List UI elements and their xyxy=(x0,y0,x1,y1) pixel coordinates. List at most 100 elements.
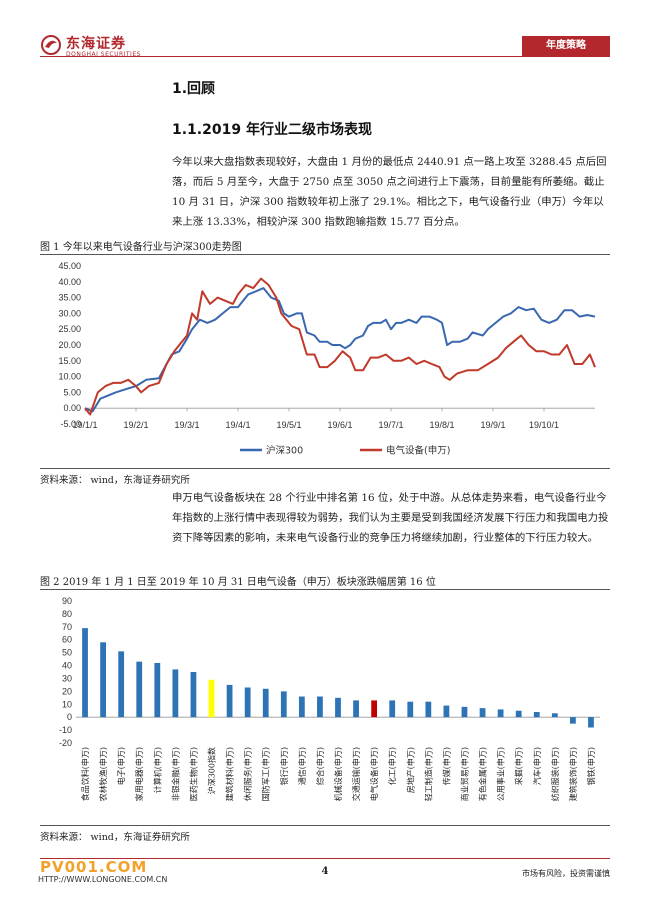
category-label: 机械设备(申万) xyxy=(333,747,343,801)
category-label: 通信(申万) xyxy=(297,747,307,785)
bar xyxy=(533,712,540,718)
y-tick-label: -5.00 xyxy=(60,419,81,429)
logo-mark-icon xyxy=(41,35,61,55)
line-chart-index-trend: -5.00 0.00 5.00 10.00 15.00 20.00 25.00 30.00 35… xyxy=(58,261,596,457)
category-label: 建筑装饰(申万) xyxy=(568,747,578,801)
y-tick-label: 40.00 xyxy=(58,277,81,287)
y-tick-label: 0.00 xyxy=(63,403,81,413)
bar xyxy=(443,705,450,718)
y-tick-label: 20 xyxy=(62,686,72,696)
category-label: 沪深300指数 xyxy=(207,747,217,794)
y-tick-label: 10.00 xyxy=(58,372,81,382)
bar xyxy=(570,717,576,724)
x-tick-label: 19/5/1 xyxy=(276,420,301,430)
bar xyxy=(262,688,269,718)
figure2-title: 图 2 2019 年 1 月 1 日至 2019 年 10 月 31 日电气设备… xyxy=(40,577,436,588)
bar xyxy=(479,708,486,718)
y-tick-label: 25.00 xyxy=(58,324,81,334)
y-tick-label: 70 xyxy=(62,622,72,632)
report-type-tag: 年度策略 xyxy=(522,36,610,56)
y-tick-label: 90 xyxy=(62,596,72,606)
bar xyxy=(353,700,359,718)
category-label: 交通运输(申万) xyxy=(351,747,361,801)
section-heading: 1.回顾 xyxy=(172,81,216,97)
y-tick-label: 30.00 xyxy=(58,308,81,318)
legend-label-0: 沪深300 xyxy=(266,445,303,457)
company-name-en: DONGHAI SECURITIES xyxy=(66,51,141,58)
page-number: 4 xyxy=(321,866,329,877)
category-label: 农林牧渔(申万) xyxy=(98,747,108,801)
category-label: 银行(申万) xyxy=(279,747,289,785)
bar xyxy=(389,700,396,718)
category-label: 钢铁(申万) xyxy=(586,747,596,785)
y-tick-label: 60 xyxy=(62,635,72,645)
y-tick-label: 35.00 xyxy=(58,293,81,303)
category-label: 采掘(申万) xyxy=(514,747,524,785)
bar xyxy=(551,713,558,718)
figure1-title: 图 1 今年以来电气设备行业与沪深300走势图 xyxy=(40,242,242,253)
y-tick-label: 80 xyxy=(62,609,72,619)
bar xyxy=(136,661,143,718)
category-label: 汽车(申万) xyxy=(532,747,542,785)
website-url: HTTP://WWW.LONGONE.COM.CN xyxy=(38,875,168,884)
company-logo: 东海证券 DONGHAI SECURITIES xyxy=(40,32,170,62)
bar xyxy=(371,700,378,718)
bar xyxy=(118,651,125,718)
paragraph-sector-analysis: 申万电气设备板块在 28 个行业中排名第 16 位，处于中游。从总体走势来看，电… xyxy=(172,492,609,544)
series-line-0 xyxy=(84,287,596,413)
figure1-top-rule xyxy=(40,254,610,255)
watermark-text: PV001.COM xyxy=(40,858,148,876)
figure2-source: 资料来源： wind，东海证券研究所 xyxy=(40,832,190,843)
category-label: 医药生物(申万) xyxy=(188,747,198,801)
x-tick-label: 19/4/1 xyxy=(225,420,250,430)
x-tick-label: 19/1/1 xyxy=(72,420,97,430)
bar xyxy=(154,662,161,718)
bar xyxy=(244,687,251,718)
bar-chart-sector-returns: -20 -10 0 10 20 30 40 50 60 70 80 90 食品饮料(申万) 农林牧渔(申万… xyxy=(59,596,600,801)
category-label: 公用事业(申万) xyxy=(496,747,506,801)
category-label: 电气设备(申万) xyxy=(369,747,379,801)
figure2-top-rule xyxy=(40,589,610,590)
category-label: 有色金属(申万) xyxy=(478,747,488,801)
x-tick-label: 19/7/1 xyxy=(378,420,403,430)
header-divider xyxy=(40,56,610,57)
x-tick-label: 19/6/1 xyxy=(327,420,352,430)
y-tick-label: 30 xyxy=(62,673,72,683)
x-tick-label: 19/8/1 xyxy=(429,420,454,430)
category-label: 非银金融(申万) xyxy=(170,747,180,801)
bar xyxy=(82,628,88,718)
y-tick-label: -20 xyxy=(59,738,72,748)
bar xyxy=(425,701,432,718)
y-tick-label: 5.00 xyxy=(63,387,81,397)
category-label: 轻工制造(申万) xyxy=(423,747,433,801)
bar xyxy=(298,696,305,718)
category-label: 房地产(申万) xyxy=(405,747,415,793)
bar xyxy=(172,669,179,718)
x-tick-label: 19/2/1 xyxy=(123,420,148,430)
bar xyxy=(461,706,468,718)
y-tick-label: 45.00 xyxy=(58,261,81,271)
figure2-bottom-rule xyxy=(40,825,610,826)
subsection-heading: 1.1.2019 年行业二级市场表现 xyxy=(172,122,372,138)
y-tick-label: 50 xyxy=(62,648,72,658)
category-label: 休闲服务(申万) xyxy=(243,747,253,801)
bar xyxy=(497,709,504,718)
y-tick-label: 0 xyxy=(67,712,72,722)
bar xyxy=(226,684,233,718)
y-tick-label: 15.00 xyxy=(58,356,81,366)
y-tick-label: 10 xyxy=(62,699,72,709)
bar xyxy=(407,701,414,718)
y-tick-label: -10 xyxy=(59,725,72,735)
series-line-1 xyxy=(84,277,596,416)
y-tick-label: 20.00 xyxy=(58,340,81,350)
bar xyxy=(100,642,106,718)
category-label: 国防军工(申万) xyxy=(261,747,271,801)
x-tick-label: 19/3/1 xyxy=(174,420,199,430)
bar xyxy=(208,679,215,718)
figure1-source: 资料来源： wind，东海证券研究所 xyxy=(40,475,190,486)
bar xyxy=(588,717,594,728)
y-tick-label: 40 xyxy=(62,661,72,671)
paragraph-market-review: 今年以来大盘指数表现较好，大盘由 1 月份的最低点 2440.91 点一路上攻至… xyxy=(172,156,607,228)
legend-label-1: 电气设备(申万) xyxy=(386,445,450,457)
risk-disclaimer: 市场有风险，投资需谨慎 xyxy=(522,869,610,878)
